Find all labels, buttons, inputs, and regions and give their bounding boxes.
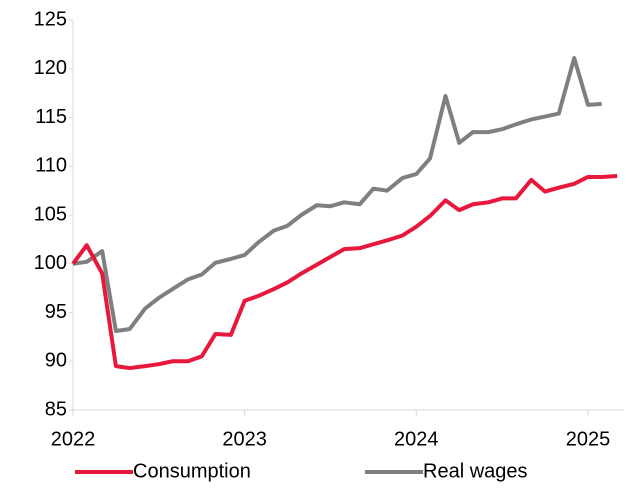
- y-tick-label: 90: [45, 350, 67, 372]
- y-tick-label: 115: [35, 106, 67, 128]
- y-tick-label: 110: [35, 155, 67, 177]
- legend-label: Consumption: [133, 460, 251, 482]
- y-tick-label: 100: [34, 252, 67, 274]
- y-tick-label: 125: [34, 8, 67, 30]
- series-line: [71, 174, 618, 371]
- x-tick-label: 2022: [51, 428, 96, 450]
- y-tick-label: 120: [34, 57, 67, 79]
- series-line: [72, 56, 602, 334]
- y-tick-label: 85: [45, 398, 67, 420]
- y-tick-label: 95: [45, 301, 67, 323]
- x-tick-label: 2024: [394, 428, 439, 450]
- y-tick-label: 105: [34, 203, 67, 225]
- x-tick-label: 2023: [222, 428, 267, 450]
- legend-label: Real wages: [423, 460, 528, 482]
- x-tick-label: 2025: [566, 428, 611, 450]
